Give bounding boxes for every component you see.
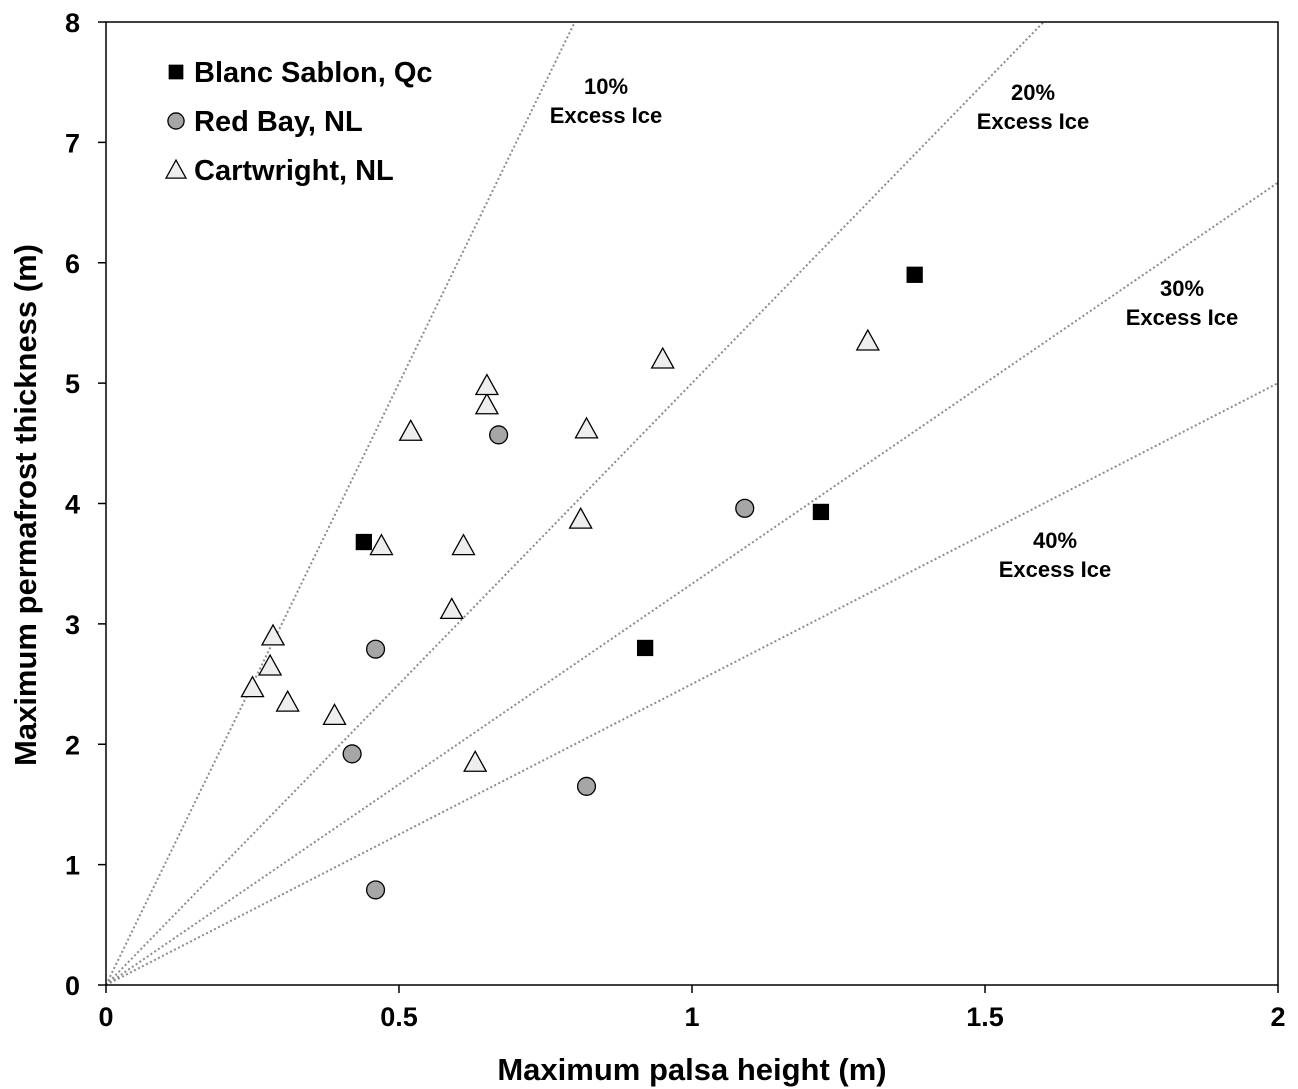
data-point-circle [342, 744, 362, 764]
y-axis-title: Maximum permafrost thickness (m) [8, 244, 43, 766]
data-point-triangle [855, 328, 880, 351]
axes: 0 0.5 1 1.5 2 0 1 2 3 4 5 6 7 8 [65, 8, 1286, 1032]
data-point-triangle [463, 749, 488, 772]
data-point-triangle [240, 675, 265, 698]
y-tick-label: 3 [65, 610, 80, 640]
data-point-triangle [369, 533, 394, 556]
reference-line-label-text: Excess Ice [977, 109, 1090, 134]
series-triangle [240, 328, 880, 772]
data-point-triangle [474, 373, 500, 396]
reference-line-3 [105, 181, 1279, 986]
reference-line-2 [105, 21, 1045, 986]
data-point-triangle [650, 346, 675, 369]
legend: Blanc Sablon, Qc Red Bay, NL Cartwright, N… [164, 57, 433, 187]
data-point-circle [735, 498, 755, 518]
legend-marker-triangle [164, 158, 188, 179]
legend-marker-square [168, 64, 184, 80]
y-tick-label: 8 [65, 8, 80, 38]
data-point-triangle [474, 392, 500, 415]
y-tick-label: 7 [65, 128, 80, 158]
y-tick-label: 1 [65, 851, 80, 881]
data-point-circle [489, 425, 509, 445]
legend-label: Blanc Sablon, Qc [194, 57, 433, 89]
reference-line-4 [105, 382, 1279, 986]
reference-line-label-percent: 40% [1033, 528, 1077, 553]
x-tick-label: 1 [684, 1002, 699, 1032]
legend-label: Red Bay, NL [194, 106, 363, 138]
data-point-circle [576, 776, 597, 796]
reference-line-label-percent: 10% [584, 74, 628, 99]
x-tick-label: 2 [1270, 1002, 1285, 1032]
data-point-square [812, 503, 830, 521]
legend-label: Cartwright, NL [194, 155, 394, 187]
reference-line-label-percent: 30% [1160, 276, 1204, 301]
data-point-triangle [260, 623, 286, 646]
reference-line-label-text: Excess Ice [999, 557, 1112, 582]
series-circle [342, 425, 755, 900]
data-point-triangle [398, 418, 423, 441]
y-tick-label: 5 [65, 369, 80, 399]
data-point-triangle [439, 597, 464, 620]
y-tick-label: 0 [65, 971, 80, 1001]
x-tick-label: 0 [98, 1002, 113, 1032]
data-point-triangle [322, 703, 347, 725]
legend-marker-circle [167, 112, 185, 130]
data-point-triangle [451, 533, 476, 556]
x-axis-title: Maximum palsa height (m) [497, 1052, 886, 1087]
data-point-triangle [568, 506, 593, 529]
y-tick-label: 2 [65, 730, 80, 760]
data-points [240, 266, 923, 900]
data-point-square [906, 266, 923, 283]
series-square [355, 266, 923, 657]
data-point-triangle [574, 416, 599, 439]
reference-lines [105, 21, 1279, 986]
data-point-circle [365, 639, 386, 659]
data-point-circle [365, 880, 386, 900]
reference-line-label-percent: 20% [1011, 80, 1055, 105]
reference-line-1 [105, 21, 576, 986]
reference-line-label-text: Excess Ice [1126, 305, 1239, 330]
reference-line-label-text: Excess Ice [550, 103, 663, 128]
x-tick-label: 0.5 [380, 1002, 418, 1032]
data-point-triangle [257, 653, 283, 676]
y-tick-label: 6 [65, 249, 80, 279]
reference-line-labels: 10% Excess Ice 20% Excess Ice 30% Excess Ice 4… [550, 74, 1239, 582]
x-tick-label: 1.5 [966, 1002, 1004, 1032]
data-point-square [636, 639, 654, 657]
data-point-triangle [275, 689, 300, 712]
y-tick-label: 4 [65, 490, 80, 520]
data-point-square [355, 533, 372, 551]
